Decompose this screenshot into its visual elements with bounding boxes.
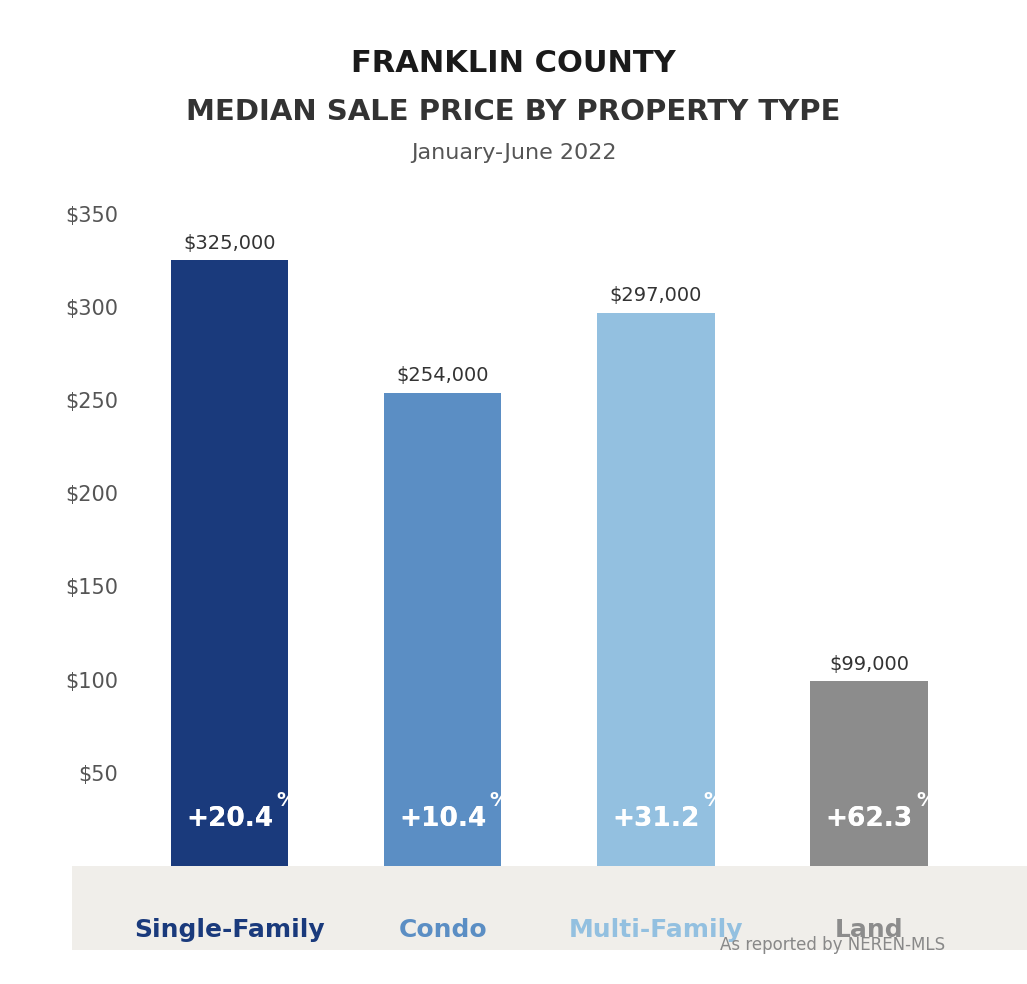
Text: $99,000: $99,000: [829, 655, 909, 674]
Bar: [810, 682, 927, 866]
Text: Single-Family: Single-Family: [135, 918, 326, 942]
Text: $254,000: $254,000: [396, 366, 489, 386]
Text: FRANKLIN COUNTY: FRANKLIN COUNTY: [351, 49, 676, 78]
Text: +31.2: +31.2: [612, 806, 699, 832]
Text: $325,000: $325,000: [184, 234, 276, 253]
Text: %: %: [916, 791, 936, 810]
Text: As reported by NEREN-MLS: As reported by NEREN-MLS: [720, 937, 945, 954]
Bar: [172, 261, 289, 866]
Text: +20.4: +20.4: [186, 806, 273, 832]
Text: January-June 2022: January-June 2022: [411, 143, 616, 162]
Text: $297,000: $297,000: [610, 286, 702, 305]
Text: +31.2: +31.2: [612, 806, 699, 832]
Text: +62.3: +62.3: [826, 806, 913, 832]
Text: +62.3: +62.3: [826, 806, 913, 832]
Text: Land: Land: [835, 918, 904, 942]
Text: %: %: [276, 791, 296, 810]
Text: +10.4: +10.4: [400, 806, 487, 832]
Text: +10.4: +10.4: [400, 806, 487, 832]
Bar: [598, 313, 715, 866]
Text: Multi-Family: Multi-Family: [569, 918, 744, 942]
Text: %: %: [490, 791, 509, 810]
Text: %: %: [702, 791, 722, 810]
Text: Condo: Condo: [398, 918, 487, 942]
Text: +20.4: +20.4: [186, 806, 273, 832]
Bar: [384, 393, 501, 866]
Text: MEDIAN SALE PRICE BY PROPERTY TYPE: MEDIAN SALE PRICE BY PROPERTY TYPE: [186, 98, 841, 126]
